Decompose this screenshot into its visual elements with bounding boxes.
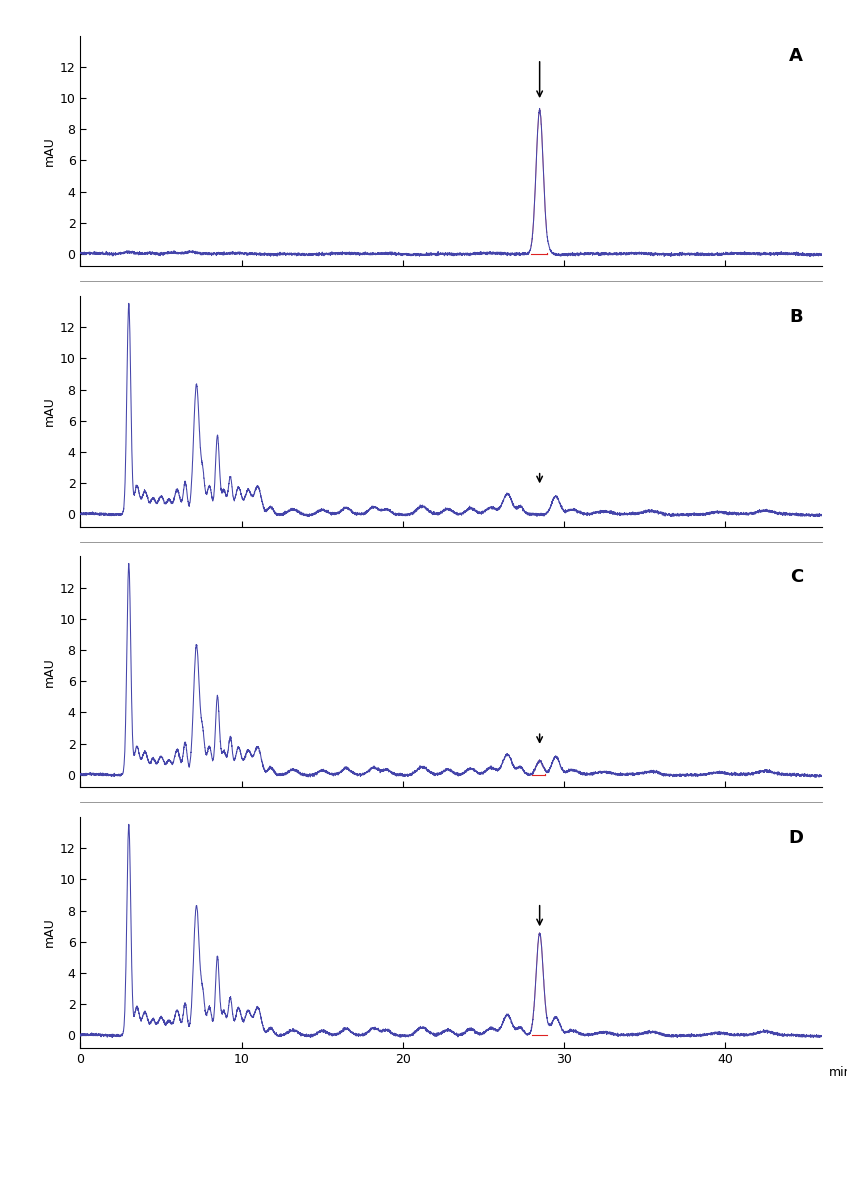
Y-axis label: mAU: mAU (42, 657, 56, 687)
Text: C: C (789, 568, 803, 586)
Y-axis label: mAU: mAU (42, 397, 56, 426)
Y-axis label: mAU: mAU (42, 918, 56, 947)
Text: D: D (788, 829, 803, 847)
Text: min: min (829, 1067, 847, 1080)
Y-axis label: mAU: mAU (42, 136, 56, 166)
Text: A: A (789, 47, 803, 65)
Text: B: B (789, 308, 803, 326)
